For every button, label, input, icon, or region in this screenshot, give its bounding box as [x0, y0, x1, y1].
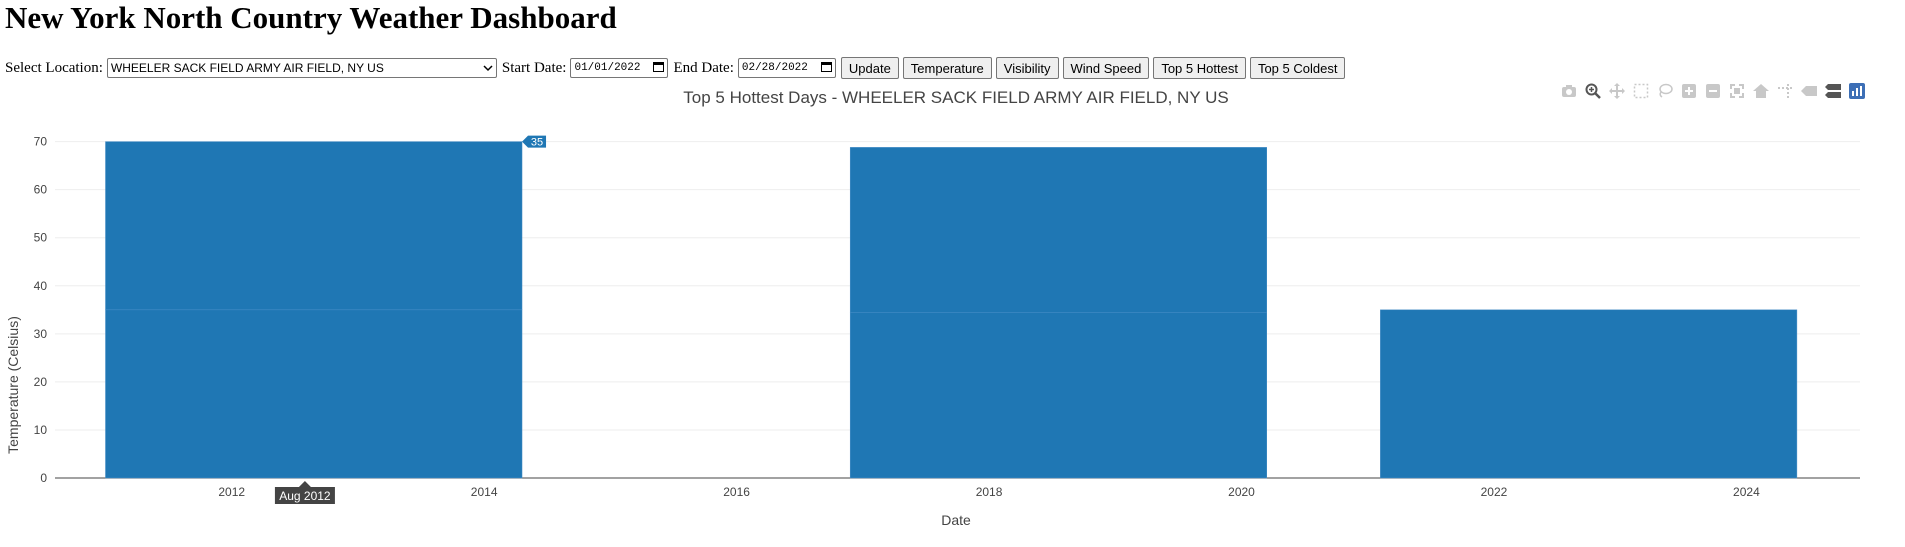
reset-axes-icon[interactable]	[1752, 82, 1770, 100]
chart-bars	[105, 141, 1798, 479]
y-tick-labels: 0 10 20 30 40 50 60 70	[34, 135, 48, 485]
plotly-logo-icon[interactable]	[1848, 82, 1866, 100]
start-date-input[interactable]: 01/01/2022	[570, 58, 669, 78]
bar[interactable]	[849, 312, 1267, 479]
box-select-icon[interactable]	[1632, 82, 1650, 100]
pan-icon[interactable]	[1608, 82, 1626, 100]
x-tick-label: 2022	[1481, 485, 1508, 499]
hover-date-label: Aug 2012	[279, 489, 331, 503]
y-tick-label: 0	[40, 471, 47, 485]
bar[interactable]	[849, 147, 1267, 313]
update-button[interactable]: Update	[840, 57, 899, 79]
chart-title: Top 5 Hottest Days - WHEELER SACK FIELD …	[683, 88, 1228, 107]
end-date-value: 02/28/2022	[741, 62, 808, 74]
zoom-in-icon[interactable]	[1680, 82, 1698, 100]
y-tick-label: 30	[34, 327, 48, 341]
top-5-coldest-button[interactable]: Top 5 Coldest	[1249, 57, 1346, 79]
start-date-label: Start Date:	[501, 59, 567, 76]
hover-closest-icon[interactable]	[1800, 82, 1818, 100]
x-tick-label: 2016	[723, 485, 750, 499]
x-tick-label: 2018	[976, 485, 1003, 499]
x-tick-label: 2012	[218, 485, 245, 499]
chart-modebar	[1560, 82, 1866, 100]
location-select[interactable]: WHEELER SACK FIELD ARMY AIR FIELD, NY US	[106, 58, 497, 78]
x-tick-labels: 2012 2014 2016 2018 2020 2022 2024	[218, 485, 1760, 499]
bar[interactable]	[1380, 309, 1798, 479]
zoom-icon[interactable]	[1584, 82, 1602, 100]
x-axis-label: Date	[941, 512, 971, 528]
wind-speed-button[interactable]: Wind Speed	[1062, 57, 1150, 79]
y-tick-label: 40	[34, 279, 48, 293]
chart[interactable]: Top 5 Hottest Days - WHEELER SACK FIELD …	[0, 85, 1905, 545]
visibility-button[interactable]: Visibility	[995, 57, 1059, 79]
hover-value-box	[522, 135, 547, 148]
x-tick-label: 2014	[471, 485, 498, 499]
y-tick-label: 10	[34, 423, 48, 437]
controls-bar: Select Location: WHEELER SACK FIELD ARMY…	[5, 57, 1349, 79]
autoscale-icon[interactable]	[1728, 82, 1746, 100]
lasso-icon[interactable]	[1656, 82, 1674, 100]
x-tick-label: 2024	[1733, 485, 1760, 499]
location-select-value: WHEELER SACK FIELD ARMY AIR FIELD, NY US	[110, 61, 384, 75]
start-date-value: 01/01/2022	[574, 62, 641, 74]
hover-compare-icon[interactable]	[1824, 82, 1842, 100]
y-tick-label: 60	[34, 183, 48, 197]
hover-labels: 35 Aug 2012	[274, 135, 547, 504]
y-axis-label: Temperature (Celsius)	[5, 316, 21, 454]
end-date-input[interactable]: 02/28/2022	[737, 58, 836, 78]
calendar-icon	[820, 61, 832, 76]
y-tick-label: 20	[34, 375, 48, 389]
temperature-button[interactable]: Temperature	[902, 57, 992, 79]
y-tick-label: 50	[34, 231, 48, 245]
calendar-icon	[653, 61, 665, 76]
hover-date-box	[274, 481, 335, 504]
x-tick-label: 2020	[1228, 485, 1255, 499]
camera-icon[interactable]	[1560, 82, 1578, 100]
bar[interactable]	[105, 141, 523, 311]
bar[interactable]	[105, 309, 523, 479]
top-5-hottest-button[interactable]: Top 5 Hottest	[1153, 57, 1246, 79]
y-tick-label: 70	[34, 135, 48, 149]
zoom-out-icon[interactable]	[1704, 82, 1722, 100]
end-date-label: End Date:	[673, 59, 734, 76]
hover-value-label: 35	[531, 137, 543, 149]
location-label: Select Location:	[5, 59, 103, 76]
page-title: New York North Country Weather Dashboard	[5, 0, 617, 35]
chevron-down-icon	[483, 61, 493, 75]
